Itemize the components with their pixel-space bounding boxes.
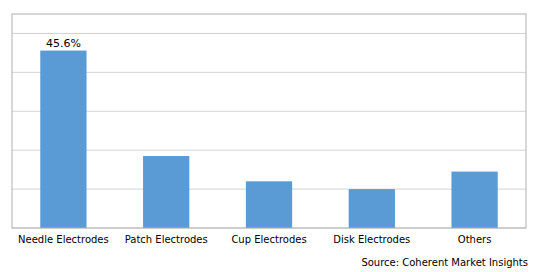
chart-container: 45.6% Needle Electrodes Patch Electrodes Cu… <box>0 0 538 272</box>
grid-line <box>12 111 526 112</box>
bar <box>451 172 497 228</box>
bars <box>40 51 497 228</box>
grid-line <box>12 33 526 34</box>
plot-frame <box>12 14 526 228</box>
source-text: Source: Coherent Market Insights <box>361 257 528 268</box>
grid <box>12 33 526 228</box>
x-tick-label: Patch Electrodes <box>125 234 208 245</box>
data-label: 45.6% <box>46 37 81 50</box>
chart: 45.6% Needle Electrodes Patch Electrodes Cu… <box>0 0 538 272</box>
grid-line <box>12 72 526 73</box>
bar <box>143 156 189 228</box>
x-tick-label: Needle Electrodes <box>18 234 109 245</box>
bar <box>349 189 395 228</box>
x-tick-label: Others <box>458 234 492 245</box>
bar <box>246 181 292 228</box>
x-tick-label: Disk Electrodes <box>333 234 410 245</box>
x-tick-label: Cup Electrodes <box>231 234 306 245</box>
grid-line <box>12 150 526 151</box>
bar <box>40 51 86 228</box>
